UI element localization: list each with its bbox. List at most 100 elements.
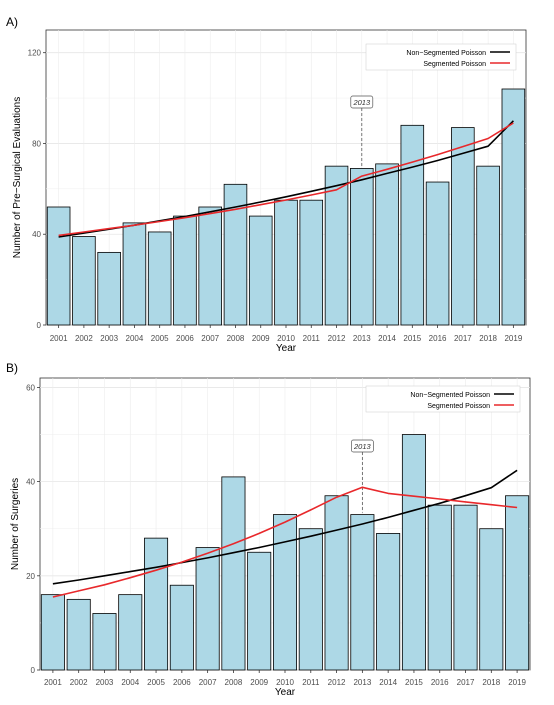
x-axis-title: Year (275, 687, 296, 698)
panel-label: B) (6, 361, 18, 375)
bar (400, 124, 425, 326)
bar (272, 514, 298, 671)
bar (401, 434, 426, 671)
annotation-box (350, 95, 374, 109)
x-tick-label: 2002 (70, 678, 88, 687)
legend-label: Segmented Poisson (427, 403, 490, 410)
bar (376, 533, 401, 671)
x-tick-label: 2008 (225, 678, 243, 687)
x-tick-label: 2006 (176, 334, 194, 343)
x-tick-label: 2011 (302, 678, 320, 687)
bar (248, 215, 273, 326)
bar (501, 88, 526, 326)
x-tick-label: 2010 (276, 678, 294, 687)
bar (350, 168, 374, 326)
y-tick-label: 0 (31, 666, 36, 675)
annotation-label: 2013 (353, 442, 372, 451)
legend-label: Non−Segmented Poisson (410, 392, 490, 399)
legend-box (365, 385, 521, 413)
x-axis-title: Year (276, 343, 297, 354)
y-tick-label: 40 (26, 478, 35, 487)
bar (350, 514, 375, 671)
series-line-2 (52, 486, 518, 598)
bar (40, 594, 65, 671)
bar (453, 504, 478, 671)
legend-label: Non−Segmented Poisson (406, 50, 486, 57)
bar (198, 206, 222, 326)
bar (425, 181, 450, 326)
x-tick-label: 2004 (126, 334, 144, 343)
bar (324, 495, 349, 671)
bar (247, 551, 272, 671)
bar (298, 528, 323, 671)
chart-panel-2: B) 2013 0 20 40 60 2001 2002 2003 2004 2005 2006 200… (6, 361, 531, 698)
x-tick-label: 2016 (429, 334, 447, 343)
x-tick-label: 2015 (405, 678, 423, 687)
y-tick-label: 40 (32, 230, 41, 239)
x-tick-label: 2018 (482, 678, 500, 687)
x-tick-label: 2002 (75, 334, 93, 343)
y-tick-label: 0 (37, 321, 42, 330)
x-tick-label: 2005 (151, 334, 169, 343)
bar (169, 584, 194, 671)
x-tick-label: 2013 (353, 678, 371, 687)
x-tick-label: 2008 (227, 334, 245, 343)
annotation-label: 2013 (352, 98, 371, 107)
x-tick-label: 2009 (250, 678, 268, 687)
y-axis-title: Number of Pre−Surgical Evaluations (12, 97, 23, 258)
bar (476, 165, 500, 326)
y-tick-label: 60 (26, 383, 35, 392)
x-tick-label: 2007 (199, 678, 217, 687)
bar (375, 163, 399, 326)
bar (72, 236, 96, 326)
legend-box (365, 43, 517, 71)
x-tick-label: 2019 (504, 334, 522, 343)
bar (505, 495, 530, 671)
annotation-box (351, 439, 374, 453)
x-tick-label: 2019 (508, 678, 526, 687)
bar (147, 231, 172, 326)
x-tick-label: 2003 (96, 678, 114, 687)
bar (299, 199, 324, 326)
bar (144, 537, 169, 671)
x-tick-label: 2009 (252, 334, 270, 343)
bar (66, 598, 91, 671)
panel-label: A) (6, 15, 18, 29)
x-tick-label: 2010 (277, 334, 295, 343)
x-tick-label: 2016 (431, 678, 449, 687)
x-tick-label: 2007 (201, 334, 219, 343)
bar (97, 251, 121, 326)
x-tick-label: 2005 (147, 678, 165, 687)
x-tick-label: 2001 (50, 334, 68, 343)
chart-panel-1: A) 2013 0 40 80 120 2001 2002 2003 2004 2005 2006 20… (6, 15, 527, 354)
y-axis-title: Number of Surgeries (10, 478, 21, 570)
bar (274, 199, 298, 326)
x-tick-label: 2004 (121, 678, 139, 687)
bar (451, 127, 475, 326)
y-tick-label: 120 (28, 49, 42, 58)
x-tick-label: 2014 (378, 334, 396, 343)
x-tick-label: 2006 (173, 678, 191, 687)
bar (122, 222, 147, 326)
y-tick-label: 80 (32, 139, 41, 148)
x-tick-label: 2013 (353, 334, 371, 343)
bar (221, 476, 246, 671)
bar (118, 594, 143, 671)
bar (195, 547, 220, 671)
bar (479, 528, 504, 671)
bar (92, 613, 117, 671)
bar (427, 504, 452, 671)
x-tick-label: 2018 (479, 334, 497, 343)
bar (46, 206, 71, 326)
x-tick-label: 2017 (457, 678, 475, 687)
x-tick-label: 2012 (328, 334, 346, 343)
series-line-2 (58, 122, 514, 237)
y-tick-label: 20 (26, 572, 35, 581)
x-tick-label: 2017 (454, 334, 472, 343)
x-tick-label: 2001 (44, 678, 62, 687)
x-tick-label: 2012 (328, 678, 346, 687)
legend-label: Segmented Poisson (423, 61, 486, 68)
x-tick-label: 2003 (100, 334, 118, 343)
